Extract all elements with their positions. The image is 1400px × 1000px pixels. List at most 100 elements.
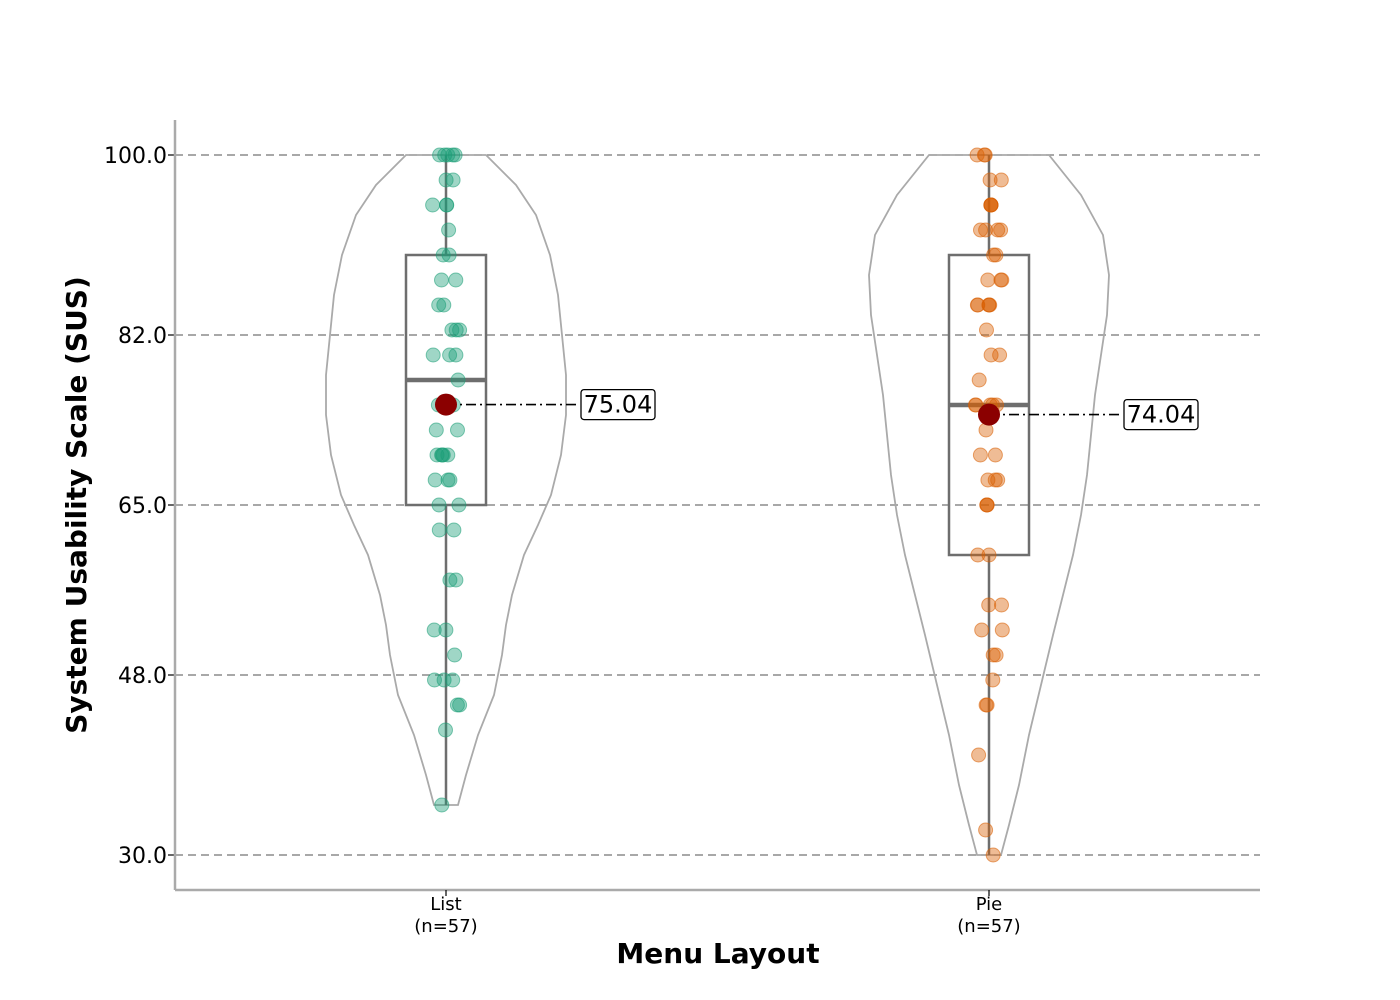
data-point-list [442,472,458,488]
data-point-list [441,247,457,263]
data-point-list [425,347,441,363]
data-point-pie [993,272,1009,288]
data-point-list [438,172,454,188]
grid-lines [175,154,1260,856]
violin-pie [868,154,1110,856]
data-point-list [447,647,463,663]
y-tick-label: 100.0 [104,144,167,169]
violin-list [325,154,567,806]
data-point-list [450,372,466,388]
data-point-pie [988,647,1004,663]
data-point-list [438,722,453,738]
data-point-pie [979,497,995,513]
data-point-list [451,497,467,513]
data-point-pie [992,347,1008,363]
data-point-pie [994,597,1009,613]
boxplots [404,155,1031,855]
data-point-pie [971,372,987,388]
x-tick-count-list: (n=57) [414,916,477,937]
x-tick-count-pie: (n=57) [957,916,1020,937]
data-point-pie [973,222,988,238]
x-tick-label-list: List [430,894,461,915]
data-point-pie [982,172,998,188]
data-point-pie [971,747,987,763]
data-point-list [432,147,448,163]
data-point-list [445,672,461,688]
mean-marker-list [435,393,457,416]
data-point-list [439,197,455,213]
data-point-pie [981,547,997,563]
data-point-pie [980,272,996,288]
data-point-pie [972,447,988,463]
data-point-list [452,322,468,338]
mean-label-pie: 74.04 [1127,401,1196,429]
data-point-pie [981,597,997,613]
data-point-list [450,422,465,438]
x-axis-title: Menu Layout [616,937,819,970]
data-point-list [444,322,460,338]
data-point-pie [968,397,984,413]
data-point-list [425,197,441,213]
data-point-pie [978,822,994,838]
data-point-pie [985,847,1001,863]
data-point-list [429,447,445,463]
data-point-list [428,422,444,438]
mean-label-list: 75.04 [584,391,653,419]
data-point-list [435,247,451,263]
data-point-list [447,147,463,163]
data-point-list [442,347,458,363]
data-point-pie [983,197,999,213]
data-point-list [448,322,464,338]
data-point-list [435,447,451,463]
data-point-pie [969,297,985,313]
mean-label-box-pie [1123,398,1199,431]
mean-marker-pie [978,403,1000,426]
data-point-pie [970,547,986,563]
data-point-list [436,297,452,313]
data-point-list [431,522,447,538]
data-point-pie [994,622,1010,638]
violins [325,154,1110,856]
data-point-list [448,347,464,363]
x-tick-label-pie: Pie [976,894,1003,915]
data-point-list [431,297,447,313]
data-point-list [427,472,443,488]
data-point-list [431,497,447,513]
data-point-pie [979,322,994,338]
data-point-list [434,272,449,288]
data-point-list [448,572,464,588]
data-point-pie [983,347,999,363]
data-point-list [441,222,457,238]
data-point-pie [990,222,1006,238]
data-point-list [448,272,464,288]
data-point-list [449,697,465,713]
y-tick-label: 65.0 [118,494,167,519]
data-point-pie [987,447,1003,463]
data-point-list [436,672,452,688]
data-point-pie [979,697,995,713]
data-point-pie [978,222,994,238]
data-point-list [437,147,453,163]
data-point-pie [981,297,997,313]
data-point-pie [993,172,1009,188]
data-points [425,147,1010,863]
y-axis-title: System Usability Scale (SUS) [60,276,93,734]
data-point-list [446,522,462,538]
y-tick-label: 82.0 [118,324,167,349]
data-point-pie [985,672,1001,688]
mean-markers: 75.04 74.04 [435,388,1199,431]
data-point-list [440,447,456,463]
data-point-pie [986,247,1002,263]
y-tick-label: 48.0 [118,664,167,689]
y-tick-label: 30.0 [118,844,167,869]
data-point-pie [974,622,990,638]
data-point-list [434,797,450,813]
data-point-list [442,572,458,588]
data-point-list [438,622,454,638]
data-point-pie [976,147,992,163]
mean-label-box-list [580,388,656,421]
data-point-list [426,622,442,638]
data-point-pie [980,472,996,488]
